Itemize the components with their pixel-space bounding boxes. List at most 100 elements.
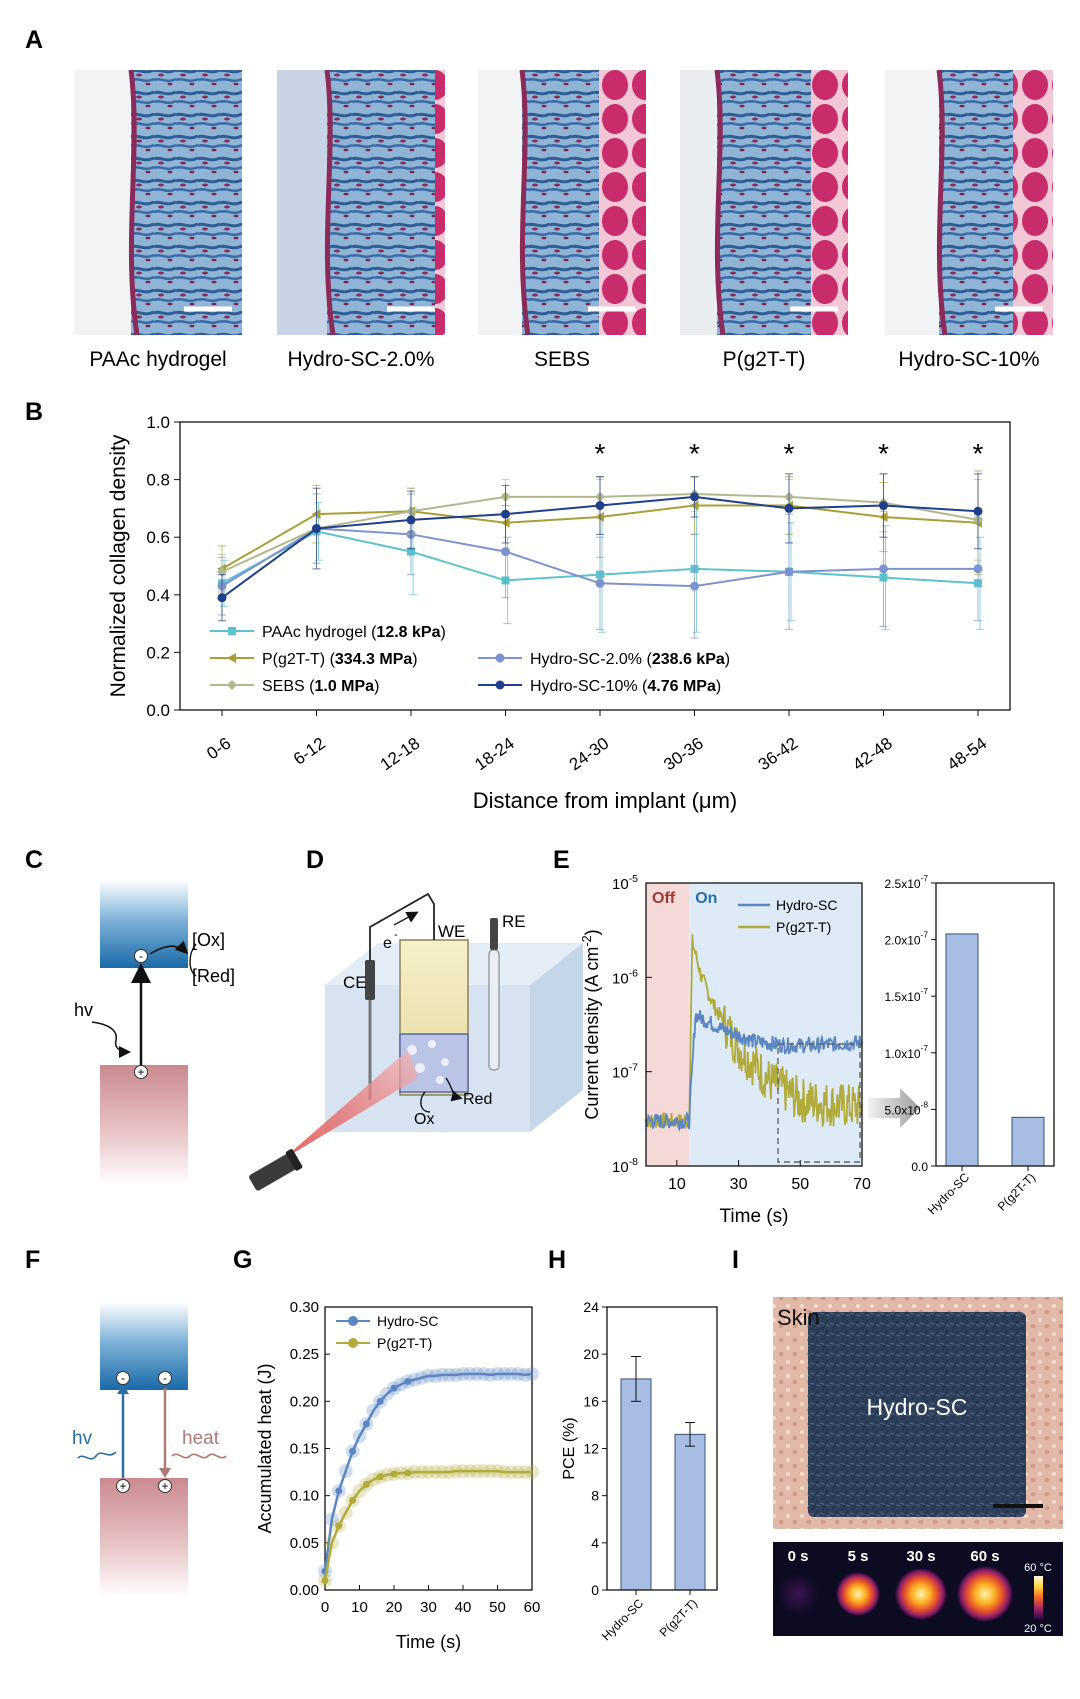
data-point (879, 501, 888, 511)
y-tick-label: 1.0x10-7 (885, 1043, 929, 1061)
x-tick-label: 0 (321, 1599, 329, 1616)
off-label: Off (652, 890, 676, 907)
y-tick-label: 8 (591, 1488, 599, 1504)
panel-a-caption: PAAc hydrogel (89, 348, 226, 371)
hole-sign: + (119, 1479, 126, 1493)
hv-label: hv (74, 1000, 93, 1020)
x-tick-label: 18-24 (471, 734, 518, 775)
y-tick-label: 10-8 (612, 1156, 638, 1176)
data-point (321, 1577, 329, 1585)
legend-marker (228, 627, 236, 635)
film-dot (441, 1058, 449, 1066)
data-point (349, 1447, 357, 1455)
x-tick-label: 60 (524, 1599, 541, 1616)
y-tick-label: 0.05 (290, 1535, 319, 1552)
time-label: 60 s (970, 1548, 999, 1565)
electron-icon (158, 1371, 172, 1385)
data-point (690, 581, 699, 591)
series-Hydro-SC (318, 1366, 539, 1579)
y-tick-label: 0.00 (290, 1582, 319, 1599)
legend-label: P(g2T-T) (776, 919, 831, 935)
significance-star: * (973, 438, 984, 469)
we-label: WE (438, 922, 465, 941)
legend-label: Hydro-SC (377, 1313, 438, 1329)
x-tick-label: Hydro-SC (925, 1170, 972, 1217)
x-tick-label: 10 (351, 1599, 368, 1616)
y-tick-label: 10-5 (612, 873, 638, 893)
data-point (501, 509, 510, 519)
film-dot (407, 1045, 417, 1055)
electron-icon (134, 949, 148, 963)
y-tick-label: 12 (583, 1441, 599, 1457)
y-tick-label: 1.5x10-7 (885, 986, 929, 1004)
legend-item: SEBS (1.0 MPa) (210, 678, 379, 695)
y-tick-label: 0.25 (290, 1346, 319, 1363)
capsule-boundary (519, 69, 531, 336)
panel-label-d: D (306, 846, 324, 874)
ox-red-arrow-2 (445, 1077, 463, 1102)
on-label: On (695, 890, 717, 907)
legend-label: Hydro-SC (776, 897, 837, 913)
film-dot (428, 1040, 436, 1048)
data-point (595, 578, 605, 588)
ce-label: CE (343, 973, 367, 992)
electron-sign: - (163, 1371, 167, 1385)
panel-label-h: H (548, 1246, 566, 1274)
re-label: RE (502, 912, 526, 931)
significance-star: * (595, 438, 606, 469)
data-point (973, 564, 983, 574)
conduction-band (100, 1302, 188, 1390)
reference-electrode (488, 949, 500, 1071)
histology-image (680, 69, 848, 336)
x-tick-label: Hydro-SC (599, 1596, 646, 1643)
hole-icon (158, 1479, 172, 1493)
implant-material (680, 70, 717, 335)
legend-item: Hydro-SC-2.0% (238.6 kPa) (478, 651, 730, 668)
histology-image (277, 69, 445, 336)
y-tick-label: 0.0 (911, 1160, 928, 1174)
y-axis-label: PCE (%) (561, 1417, 578, 1479)
data-point (404, 1469, 412, 1477)
implant-material (478, 70, 522, 335)
x-tick-label: P(g2T-T) (995, 1170, 1038, 1213)
sample-label: Hydro-SC (867, 1394, 968, 1420)
plot-frame (179, 421, 1011, 711)
hole-icon (116, 1479, 130, 1493)
reduction-arrow (149, 940, 189, 955)
time-label: 0 s (788, 1548, 809, 1565)
y-tick-label: 5.0x10-8 (885, 1099, 929, 1117)
legend-label: P(g2T-T) (334.3 MPa) (262, 651, 418, 668)
hole-icon (134, 1065, 148, 1079)
capsule-boundary (128, 69, 140, 336)
x-axis-label: Time (s) (396, 1632, 461, 1652)
panel-label-b: B (25, 398, 43, 426)
panel-label-a: A (25, 26, 43, 54)
data-point (501, 547, 510, 557)
legend-label: SEBS (1.0 MPa) (262, 678, 379, 695)
data-point (376, 1473, 384, 1481)
y-tick-label: 10-6 (612, 967, 638, 987)
excitation-arrowhead (117, 1384, 129, 1394)
data-point (376, 1397, 384, 1405)
data-point (362, 1480, 370, 1488)
data-point (784, 567, 794, 577)
data-point (973, 506, 983, 516)
implant-material (74, 70, 131, 335)
panel-a-caption: Hydro-SC-2.0% (287, 348, 434, 371)
legend-marker (227, 680, 237, 690)
data-point (390, 1470, 398, 1478)
relaxation-arrowhead (159, 1468, 171, 1478)
valence-band (100, 1478, 188, 1598)
plot-frame (645, 882, 863, 1167)
series-PAAc hydrogel (218, 502, 984, 633)
series-line-Hydro-SC (645, 1010, 863, 1132)
y-tick-label: 4 (591, 1535, 599, 1551)
external-circuit-wire (369, 892, 435, 960)
x-tick-label: 40 (455, 1599, 472, 1616)
panel-label-c: C (25, 846, 43, 874)
significance-star: * (784, 438, 795, 469)
legend-item: P(g2T-T) (334.3 MPa) (210, 651, 418, 668)
zoom-arrow (868, 1088, 920, 1128)
thermal-images: 0 s 5 s 30 s 60 s 60 °C 20 °C (773, 1542, 1063, 1636)
